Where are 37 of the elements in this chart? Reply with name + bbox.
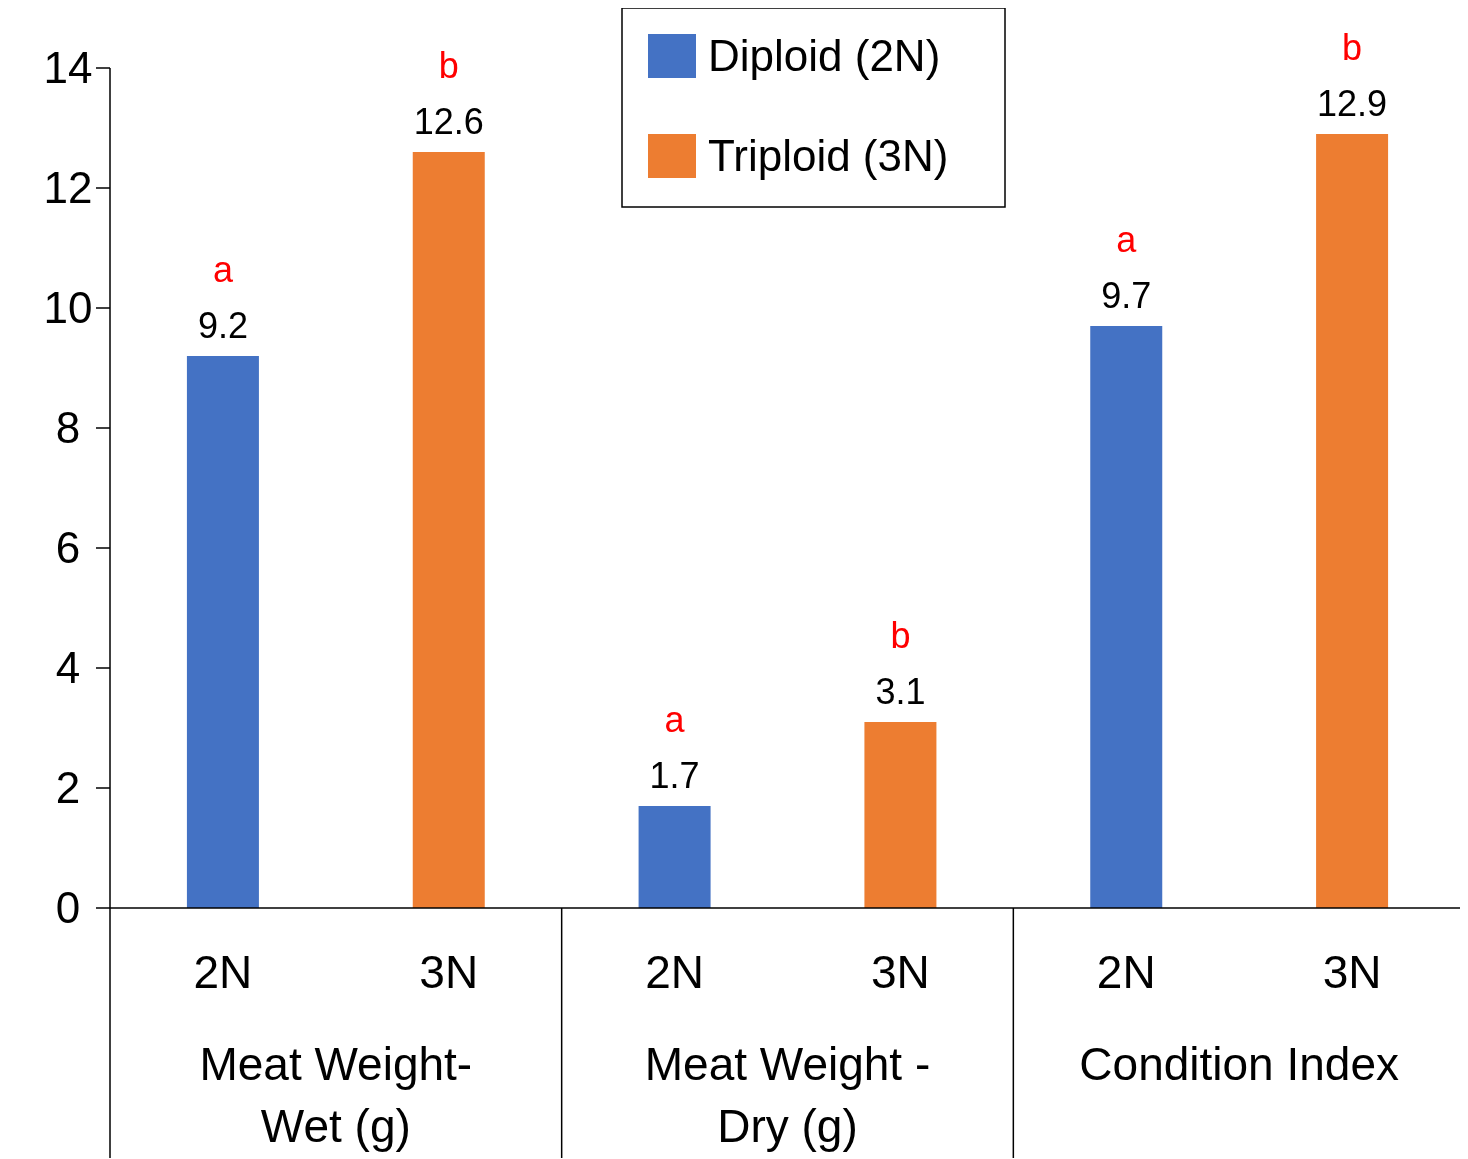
y-tick-label: 10	[43, 283, 93, 333]
annotation: a	[1116, 219, 1138, 260]
bar	[186, 356, 259, 908]
text: Meat Weight- Wet (g)	[199, 1038, 473, 1152]
y-tick-label: 0	[55, 883, 81, 933]
x-tick-label: 2N	[645, 946, 704, 998]
annotation: b	[438, 45, 459, 86]
annotation: b	[1342, 27, 1363, 68]
text: Condition Index	[1079, 1038, 1399, 1090]
y-tick-label: 12	[43, 163, 93, 213]
data-label: 9.2	[197, 305, 248, 346]
bar	[1316, 134, 1389, 908]
data-label: 12.6	[413, 101, 484, 142]
data-label: 1.7	[649, 755, 700, 796]
data-label: 3.1	[875, 671, 926, 712]
data-label: 12.9	[1317, 83, 1388, 124]
text: Meat Weight - Dry (g)	[644, 1038, 931, 1152]
annotation: a	[664, 699, 686, 740]
annotation: b	[890, 615, 911, 656]
x-tick-label: 3N	[419, 946, 479, 998]
y-tick-label: 14	[43, 43, 93, 93]
legend-label: Triploid (3N)	[708, 131, 949, 181]
bar	[638, 806, 711, 908]
annotation: a	[212, 249, 234, 290]
bar	[412, 152, 485, 908]
legend-label: Diploid (2N)	[708, 31, 941, 81]
x-tick-label: 2N	[193, 946, 253, 998]
x-tick-label: 2N	[1096, 946, 1156, 998]
x-tick-label: 3N	[871, 946, 930, 998]
y-tick-label: 4	[55, 643, 81, 693]
data-label: 9.7	[1101, 275, 1152, 316]
y-tick-label: 8	[55, 403, 81, 453]
y-tick-label: 2	[55, 763, 81, 813]
bar	[1090, 326, 1163, 908]
x-tick-label: 3N	[1322, 946, 1382, 998]
y-tick-label: 6	[55, 523, 81, 573]
bar	[864, 722, 937, 908]
